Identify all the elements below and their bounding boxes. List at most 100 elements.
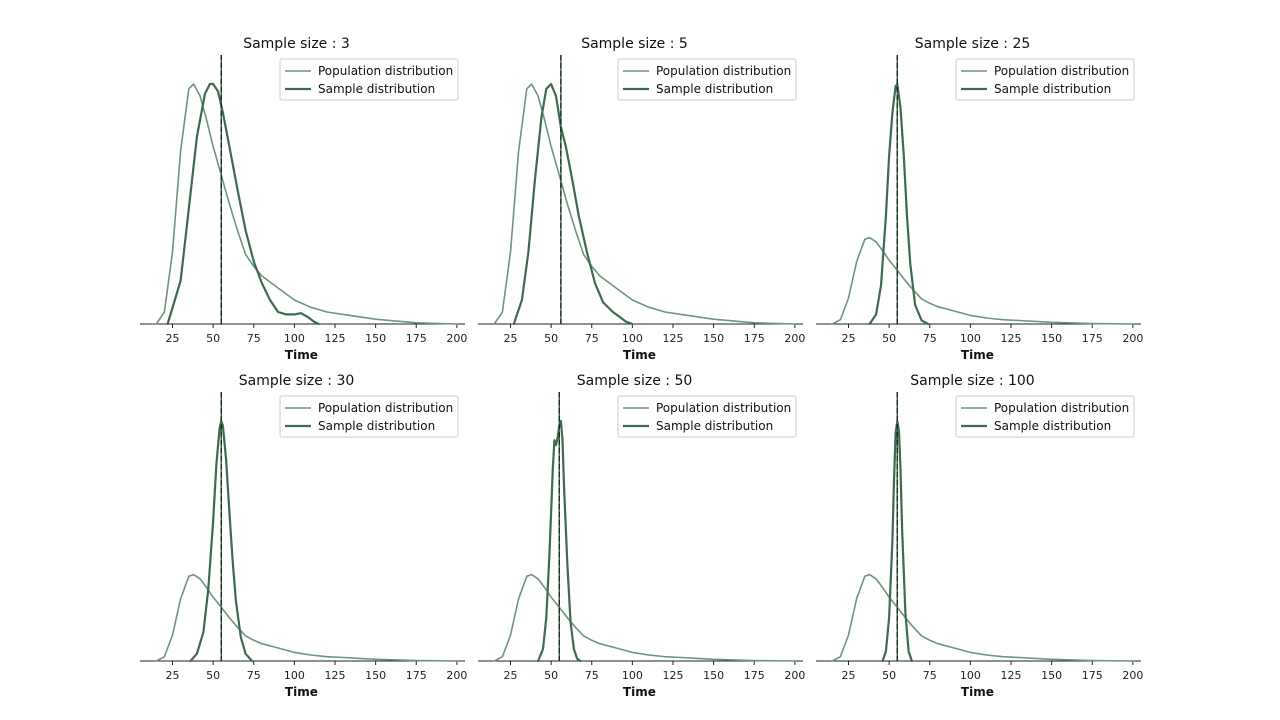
- x-tick-label: 150: [703, 332, 724, 345]
- x-tick-label: 75: [923, 669, 937, 682]
- x-tick-label: 150: [1041, 669, 1062, 682]
- legend-entry-label: Sample distribution: [994, 82, 1111, 96]
- x-tick-label: 200: [784, 332, 805, 345]
- x-tick-label: 25: [842, 669, 856, 682]
- population-distribution-line: [155, 573, 458, 662]
- x-tick-label: 150: [703, 669, 724, 682]
- x-axis-label: Time: [285, 685, 318, 699]
- x-axis-label: Time: [961, 685, 994, 699]
- x-tick-label: 150: [365, 669, 386, 682]
- x-tick-label: 75: [247, 669, 261, 682]
- sample-distribution-line: [512, 82, 634, 326]
- legend: Population distribution Sample distributi…: [955, 58, 1135, 101]
- sample-distribution-line: [189, 419, 254, 663]
- x-tick-label: 175: [1082, 669, 1103, 682]
- x-tick-label: 125: [325, 669, 346, 682]
- x-tick-label: 50: [882, 669, 896, 682]
- subplot-title: Sample size : 25: [915, 36, 1031, 52]
- x-tick-label: 150: [365, 332, 386, 345]
- legend-entry-label: Population distribution: [656, 64, 791, 78]
- x-tick-label: 100: [284, 669, 305, 682]
- legend-entry-label: Population distribution: [318, 64, 453, 78]
- legend-entry-label: Population distribution: [656, 401, 791, 415]
- x-axis-label: Time: [623, 685, 656, 699]
- legend-box: [279, 395, 459, 438]
- legend-entry-label: Sample distribution: [994, 419, 1111, 433]
- x-tick-label: 125: [325, 332, 346, 345]
- x-tick-label: 25: [504, 669, 518, 682]
- sample-distribution-line: [868, 82, 930, 326]
- x-tick-label: 175: [406, 332, 427, 345]
- x-tick-label: 150: [1041, 332, 1062, 345]
- subplot-title: Sample size : 5: [581, 36, 688, 52]
- legend-box: [279, 58, 459, 101]
- subplot-5: Sample size : 50 25 50 75 100 125 150 175 200 Tim…: [478, 373, 805, 699]
- subplot-6: Sample size : 100 25 50 75 100 125 150 175 200 Ti…: [816, 373, 1143, 699]
- subplot-title: Sample size : 50: [577, 373, 693, 389]
- x-tick-label: 175: [744, 669, 765, 682]
- x-tick-label: 100: [284, 332, 305, 345]
- legend-entry-label: Population distribution: [318, 401, 453, 415]
- population-distribution-line: [493, 573, 796, 662]
- x-tick-label: 50: [882, 332, 896, 345]
- legend: Population distribution Sample distributi…: [279, 58, 459, 101]
- subplot-4: Sample size : 30 25 50 75 100 125 150 175 200 Tim…: [140, 373, 467, 699]
- x-tick-label: 100: [960, 669, 981, 682]
- x-tick-label: 75: [585, 669, 599, 682]
- legend-entry-label: Sample distribution: [656, 419, 773, 433]
- legend: Population distribution Sample distributi…: [617, 395, 797, 438]
- x-tick-label: 125: [663, 669, 684, 682]
- x-tick-label: 100: [960, 332, 981, 345]
- x-tick-label: 200: [1122, 669, 1143, 682]
- x-tick-label: 125: [663, 332, 684, 345]
- x-tick-label: 50: [206, 669, 220, 682]
- subplot-1: Sample size : 3 25 50 75 100 125 150 175 200 Time…: [140, 36, 467, 362]
- x-tick-label: 25: [842, 332, 856, 345]
- legend-entry-label: Population distribution: [994, 64, 1129, 78]
- legend-box: [617, 58, 797, 101]
- x-tick-label: 125: [1001, 332, 1022, 345]
- x-tick-label: 50: [544, 669, 558, 682]
- x-tick-label: 175: [744, 332, 765, 345]
- x-tick-label: 125: [1001, 669, 1022, 682]
- legend-entry-label: Sample distribution: [318, 419, 435, 433]
- sample-distribution-line: [166, 82, 320, 326]
- subplot-2: Sample size : 5 25 50 75 100 125 150 175 200 Time…: [478, 36, 805, 362]
- x-tick-label: 200: [1122, 332, 1143, 345]
- legend: Population distribution Sample distributi…: [955, 395, 1135, 438]
- x-tick-label: 200: [446, 669, 467, 682]
- subplot-title: Sample size : 30: [239, 373, 355, 389]
- legend-box: [955, 58, 1135, 101]
- x-tick-label: 75: [247, 332, 261, 345]
- x-tick-label: 25: [166, 669, 180, 682]
- x-axis-label: Time: [285, 348, 318, 362]
- x-tick-label: 50: [206, 332, 220, 345]
- legend: Population distribution Sample distributi…: [279, 395, 459, 438]
- subplot-title: Sample size : 3: [243, 36, 350, 52]
- x-axis-label: Time: [961, 348, 994, 362]
- x-tick-label: 175: [406, 669, 427, 682]
- legend: Population distribution Sample distributi…: [617, 58, 797, 101]
- population-distribution-line: [155, 83, 458, 325]
- x-tick-label: 100: [622, 332, 643, 345]
- subplot-title: Sample size : 100: [910, 373, 1034, 389]
- x-axis-label: Time: [623, 348, 656, 362]
- population-distribution-line: [831, 573, 1134, 662]
- x-tick-label: 25: [504, 332, 518, 345]
- x-tick-label: 75: [923, 332, 937, 345]
- legend-box: [955, 395, 1135, 438]
- subplot-3: Sample size : 25 25 50 75 100 125 150 175 200 Tim…: [816, 36, 1143, 362]
- x-tick-label: 175: [1082, 332, 1103, 345]
- population-distribution-line: [493, 83, 796, 325]
- legend-entry-label: Population distribution: [994, 401, 1129, 415]
- x-tick-label: 75: [585, 332, 599, 345]
- legend-entry-label: Sample distribution: [656, 82, 773, 96]
- x-tick-label: 200: [446, 332, 467, 345]
- x-tick-label: 100: [622, 669, 643, 682]
- legend-entry-label: Sample distribution: [318, 82, 435, 96]
- x-tick-label: 200: [784, 669, 805, 682]
- x-tick-label: 50: [544, 332, 558, 345]
- x-tick-label: 25: [166, 332, 180, 345]
- legend-box: [617, 395, 797, 438]
